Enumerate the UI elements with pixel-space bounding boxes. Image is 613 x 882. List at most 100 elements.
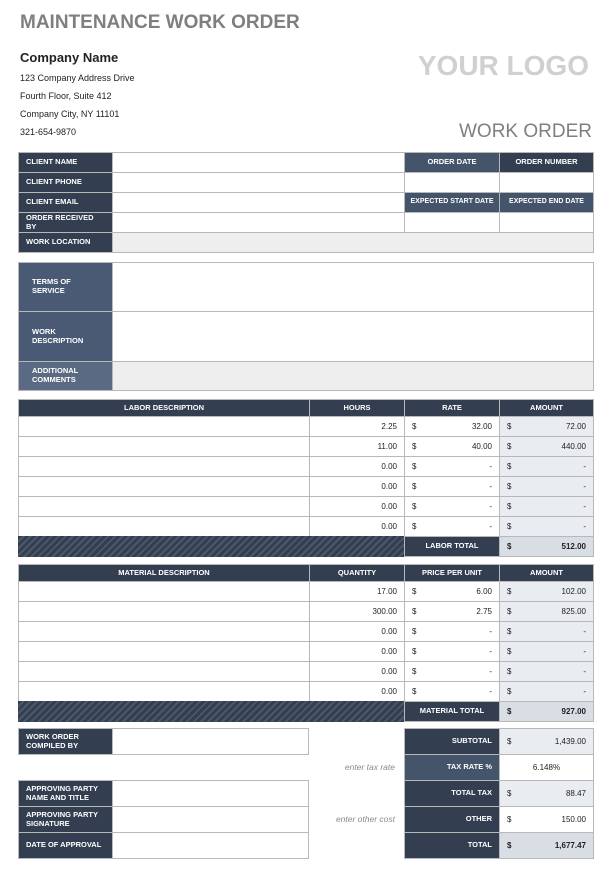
currency: $ (507, 481, 512, 491)
rate-cell: $ - (404, 681, 500, 702)
currency: $ (507, 686, 512, 696)
currency: $ (507, 736, 512, 746)
column-label: EXPECTED START DATE (404, 192, 500, 213)
rate-cell: $ - (404, 661, 500, 682)
column-header: AMOUNT (499, 564, 594, 582)
text-area (112, 311, 594, 362)
amount-cell: $ - (499, 621, 594, 642)
column-header: QUANTITY (309, 564, 405, 582)
address-line: Company City, NY 11101 (20, 109, 120, 119)
rate-cell: $32.00 (404, 416, 500, 437)
quantity-cell: 0.00 (309, 641, 405, 662)
currency: $ (507, 840, 512, 850)
phone: 321-654-9870 (20, 127, 77, 137)
field-label: WORK LOCATION (18, 232, 113, 253)
section-label: TERMS OF SERVICE (18, 262, 113, 312)
rate-cell: $6.00 (404, 581, 500, 602)
description-input (18, 661, 310, 682)
field-label: APPROVING PARTY SIGNATURE (18, 806, 113, 833)
field-label: ORDER RECEIVED BY (18, 212, 113, 233)
amount: 1,439.00 (554, 736, 586, 746)
quantity-cell: 0.00 (309, 516, 405, 537)
currency: $ (507, 666, 512, 676)
rate-cell: $ - (404, 476, 500, 497)
field-input (112, 152, 405, 173)
amount: - (583, 626, 586, 636)
currency: $ (507, 541, 512, 551)
field-input (404, 172, 500, 193)
amount: - (489, 646, 492, 656)
column-header: RATE (404, 399, 500, 417)
field-input (112, 192, 405, 213)
amount: 32.00 (471, 421, 492, 431)
column-header: LABOR DESCRIPTION (18, 399, 310, 417)
company-name: Company Name (20, 50, 119, 65)
rate-cell: $40.00 (404, 436, 500, 457)
description-input (18, 416, 310, 437)
tax-rate-input: 6.148% (499, 754, 594, 781)
summary-value: $88.47 (499, 780, 594, 807)
hint: enter other cost (335, 814, 395, 825)
quantity-cell: 0.00 (309, 456, 405, 477)
summary-label: TAX RATE % (404, 754, 500, 781)
column-header: AMOUNT (499, 399, 594, 417)
currency: $ (412, 666, 417, 676)
currency: $ (412, 521, 417, 531)
field-input (499, 172, 594, 193)
currency: $ (507, 606, 512, 616)
text-area (112, 361, 594, 391)
amount: - (583, 646, 586, 656)
summary-label: SUBTOTAL (404, 728, 500, 755)
section-label: WORK DESCRIPTION (18, 311, 113, 362)
field-label: WORK ORDER COMPILED BY (18, 728, 113, 755)
quantity-cell: 0.00 (309, 661, 405, 682)
amount: 440.00 (561, 441, 586, 451)
quantity-cell: 0.00 (309, 496, 405, 517)
description-input (18, 476, 310, 497)
rate-cell: $ - (404, 496, 500, 517)
currency: $ (507, 501, 512, 511)
amount-cell: $ - (499, 456, 594, 477)
currency: $ (412, 441, 417, 451)
field-input (112, 728, 309, 755)
amount: - (489, 626, 492, 636)
amount-cell: $440.00 (499, 436, 594, 457)
field-input (112, 212, 405, 233)
field-input (499, 212, 594, 233)
amount: - (583, 666, 586, 676)
currency: $ (507, 646, 512, 656)
column-label: ORDER NUMBER (499, 152, 594, 173)
currency: $ (412, 686, 417, 696)
page-title: MAINTENANCE WORK ORDER (20, 12, 300, 33)
amount: 6.00 (476, 586, 492, 596)
amount-cell: $ - (499, 681, 594, 702)
quantity-cell: 0.00 (309, 476, 405, 497)
amount-cell: $825.00 (499, 601, 594, 622)
summary-label: TOTAL TAX (404, 780, 500, 807)
currency: $ (412, 461, 417, 471)
amount: 150.00 (561, 814, 586, 824)
currency: $ (507, 706, 512, 716)
amount-cell: $ - (499, 496, 594, 517)
amount: 1,677.47 (554, 840, 586, 850)
field-input (112, 232, 594, 253)
rate-cell: $ - (404, 456, 500, 477)
quantity-cell: 2.25 (309, 416, 405, 437)
hint: enter tax rate (344, 762, 395, 773)
summary-value: $150.00 (499, 806, 594, 833)
description-input (18, 496, 310, 517)
field-input (112, 832, 309, 859)
description-input (18, 456, 310, 477)
amount: 72.00 (565, 421, 586, 431)
amount-cell: $102.00 (499, 581, 594, 602)
amount: - (489, 521, 492, 531)
total-label: LABOR TOTAL (404, 536, 500, 557)
summary-label: OTHER (404, 806, 500, 833)
doc-title: WORK ORDER (459, 121, 592, 142)
total-band (18, 536, 405, 557)
column-label: EXPECTED END DATE (499, 192, 594, 213)
description-input (18, 601, 310, 622)
rate-cell: $2.75 (404, 601, 500, 622)
amount: - (489, 501, 492, 511)
